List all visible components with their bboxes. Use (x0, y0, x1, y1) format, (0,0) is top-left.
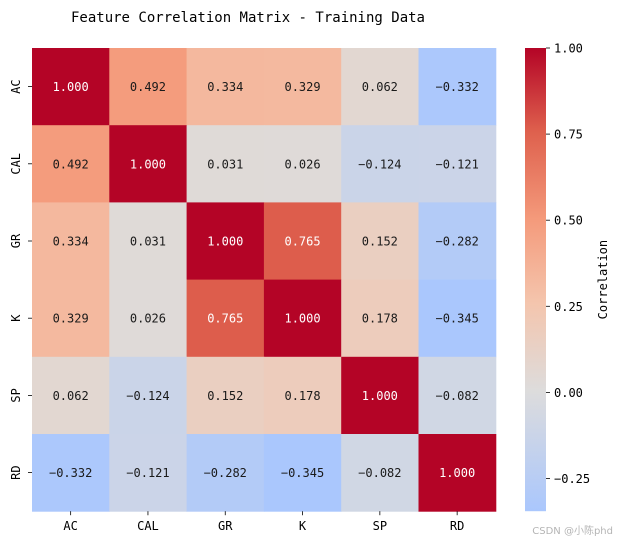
row-label-AC: AC (9, 79, 23, 93)
cell-value-RD-SP: −0.082 (358, 466, 401, 480)
cell-value-CAL-RD: −0.121 (435, 157, 478, 171)
cell-K-AC (32, 279, 110, 358)
cell-value-SP-SP: 1.000 (362, 389, 398, 403)
cell-GR-SP (341, 202, 419, 281)
row-label-GR: GR (9, 233, 23, 248)
row-label-K: K (9, 314, 23, 322)
cell-SP-CAL (109, 356, 188, 435)
cell-AC-RD (418, 48, 497, 126)
cell-RD-SP (341, 434, 419, 512)
cell-value-GR-SP: 0.152 (362, 235, 398, 249)
cell-K-SP (341, 279, 419, 358)
cell-value-K-SP: 0.178 (362, 312, 398, 326)
cell-AC-K (263, 48, 342, 126)
row-label-SP: SP (9, 388, 23, 402)
row-labels: AC CAL GR K SP RD (9, 79, 32, 480)
cell-value-RD-CAL: −0.121 (126, 466, 169, 480)
cell-value-SP-CAL: −0.124 (126, 389, 169, 403)
cell-SP-RD (418, 356, 497, 435)
cell-CAL-CAL (109, 125, 188, 203)
cell-value-GR-K: 0.765 (284, 235, 320, 249)
cell-value-CAL-GR: 0.031 (207, 157, 243, 171)
cell-value-CAL-AC: 0.492 (53, 157, 89, 171)
cell-K-GR (186, 279, 265, 358)
cell-SP-SP (341, 356, 419, 435)
cell-GR-CAL (109, 202, 188, 281)
colorbar-tick-label: 0.00 (554, 386, 583, 400)
cell-value-CAL-CAL: 1.000 (130, 157, 166, 171)
row-label-CAL: CAL (9, 153, 23, 175)
cell-CAL-GR (186, 125, 265, 203)
col-label-RD: RD (450, 519, 464, 533)
cell-value-GR-RD: −0.282 (435, 235, 478, 249)
column-labels: AC CAL GR K SP RD (63, 511, 464, 533)
cell-value-SP-GR: 0.152 (207, 389, 243, 403)
cell-value-RD-GR: −0.282 (204, 466, 247, 480)
cell-AC-GR (186, 48, 265, 126)
cell-GR-AC (32, 202, 110, 281)
cell-RD-AC (32, 434, 110, 512)
cell-value-K-GR: 0.765 (207, 312, 243, 326)
cell-K-K (263, 279, 342, 358)
cell-CAL-K (263, 125, 342, 203)
cell-value-RD-K: −0.345 (281, 466, 324, 480)
cell-RD-RD (418, 434, 497, 512)
cell-SP-K (263, 356, 342, 435)
cell-value-RD-AC: −0.332 (49, 466, 92, 480)
cell-value-SP-K: 0.178 (284, 389, 320, 403)
cell-value-AC-K: 0.329 (284, 80, 320, 94)
colorbar-tick-label: 1.00 (554, 42, 583, 56)
cell-AC-SP (341, 48, 419, 126)
row-label-RD: RD (9, 465, 23, 479)
cell-RD-CAL (109, 434, 188, 512)
col-label-AC: AC (63, 519, 77, 533)
chart-title: Feature Correlation Matrix - Training Da… (71, 10, 425, 26)
cell-value-K-RD: −0.345 (435, 312, 478, 326)
cell-value-AC-SP: 0.062 (362, 80, 398, 94)
cell-value-AC-AC: 1.000 (53, 80, 89, 94)
colorbar-label: Correlation (596, 240, 610, 319)
cell-value-GR-CAL: 0.031 (130, 235, 166, 249)
colorbar-tick-label: −0.25 (554, 472, 590, 486)
col-label-CAL: CAL (137, 519, 159, 533)
colorbar-tick-label: 0.50 (554, 214, 583, 228)
cell-GR-K (263, 202, 342, 281)
cell-K-CAL (109, 279, 188, 358)
cell-value-SP-RD: −0.082 (435, 389, 478, 403)
cell-value-AC-CAL: 0.492 (130, 80, 166, 94)
cell-CAL-RD (418, 125, 497, 203)
cell-K-RD (418, 279, 497, 358)
cell-GR-RD (418, 202, 497, 281)
cell-value-GR-GR: 1.000 (207, 235, 243, 249)
cell-AC-AC (32, 48, 110, 126)
colorbar: 1.00 0.75 0.50 0.25 0.00 −0.25 Correlation (525, 42, 610, 512)
watermark: CSDN @小陈phd (532, 526, 613, 537)
col-label-SP: SP (373, 519, 387, 533)
cell-value-CAL-SP: −0.124 (358, 157, 401, 171)
cell-CAL-AC (32, 125, 110, 203)
cell-RD-K (263, 434, 342, 512)
cell-SP-AC (32, 356, 110, 435)
cell-value-RD-RD: 1.000 (439, 466, 475, 480)
col-label-K: K (299, 519, 307, 533)
cell-value-CAL-K: 0.026 (284, 157, 320, 171)
cell-value-K-K: 1.000 (284, 312, 320, 326)
cell-SP-GR (186, 356, 265, 435)
cell-value-K-CAL: 0.026 (130, 312, 166, 326)
colorbar-tick-label: 0.25 (554, 300, 583, 314)
cell-RD-GR (186, 434, 265, 512)
cell-value-GR-AC: 0.334 (53, 235, 89, 249)
cell-value-K-AC: 0.329 (53, 312, 89, 326)
cell-CAL-SP (341, 125, 419, 203)
cell-value-SP-AC: 0.062 (53, 389, 89, 403)
col-label-GR: GR (218, 519, 233, 533)
cell-AC-CAL (109, 48, 188, 126)
cell-value-AC-GR: 0.334 (207, 80, 243, 94)
heatmap-cells: 1.000 0.492 0.334 0.329 0.062 −0.332 0.492 1.00… (32, 48, 497, 512)
colorbar-gradient (525, 48, 546, 512)
colorbar-tick-label: 0.75 (554, 128, 583, 142)
cell-value-AC-RD: −0.332 (435, 80, 478, 94)
cell-GR-GR (186, 202, 265, 281)
